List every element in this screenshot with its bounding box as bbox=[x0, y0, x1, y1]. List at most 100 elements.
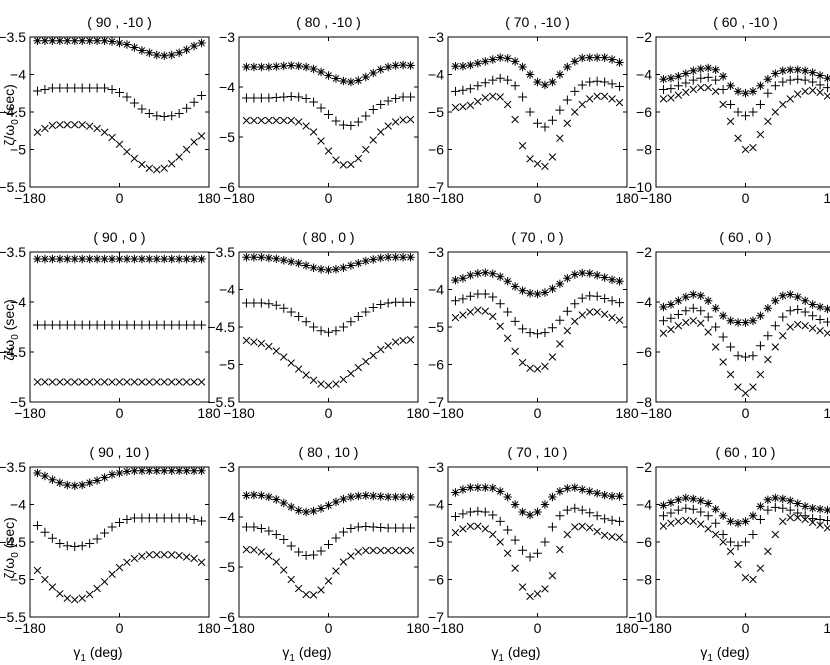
plus-marker bbox=[331, 533, 341, 543]
star-marker bbox=[406, 61, 415, 70]
plus-marker bbox=[197, 91, 207, 100]
series-cross-marker bbox=[659, 83, 830, 154]
star-marker bbox=[451, 62, 460, 71]
subplot-2-2: ( 80 , 0 ) −3.5 −4 −4.5 −5 −5.5−180 0 180 bbox=[207, 229, 430, 421]
star-marker bbox=[570, 270, 579, 279]
star-marker bbox=[496, 272, 505, 281]
cross-marker bbox=[317, 586, 325, 594]
star-marker bbox=[525, 510, 535, 520]
plus-marker bbox=[741, 537, 750, 547]
plus-marker bbox=[47, 533, 57, 543]
plus-marker bbox=[555, 511, 565, 521]
cross-marker bbox=[704, 83, 712, 92]
x-tick-label: 0 bbox=[534, 620, 542, 636]
star-marker bbox=[800, 296, 810, 305]
cross-marker bbox=[302, 122, 310, 130]
star-marker bbox=[718, 311, 728, 320]
cross-marker bbox=[265, 552, 273, 560]
plus-marker bbox=[592, 511, 602, 521]
cross-marker bbox=[474, 522, 482, 531]
plus-marker bbox=[316, 103, 326, 113]
plus-marker bbox=[316, 326, 326, 336]
cross-marker bbox=[511, 347, 519, 356]
star-marker bbox=[107, 37, 117, 46]
plus-marker bbox=[503, 307, 513, 317]
cross-marker bbox=[33, 128, 42, 137]
star-marker bbox=[107, 254, 117, 264]
cross-marker bbox=[272, 347, 281, 355]
cross-marker bbox=[808, 324, 817, 333]
cross-marker bbox=[63, 594, 72, 603]
plus-marker bbox=[249, 522, 259, 532]
star-marker bbox=[555, 70, 565, 79]
plus-marker bbox=[555, 105, 565, 115]
star-marker bbox=[100, 473, 109, 482]
cross-marker bbox=[689, 85, 698, 94]
star-marker bbox=[615, 492, 624, 501]
star-marker bbox=[451, 488, 460, 497]
star-marker bbox=[689, 494, 698, 504]
star-marker bbox=[361, 491, 370, 500]
plus-marker bbox=[525, 328, 535, 338]
cross-marker bbox=[548, 353, 557, 361]
star-marker bbox=[92, 254, 102, 264]
cross-marker bbox=[556, 545, 564, 554]
y-axis-label-row-2: ζ/ω0 (sec) bbox=[1, 299, 21, 361]
star-marker bbox=[115, 38, 124, 48]
plus-marker bbox=[533, 329, 542, 339]
plus-marker bbox=[465, 507, 475, 517]
y-tick-label: −3 bbox=[428, 29, 444, 45]
cross-marker bbox=[503, 334, 512, 343]
star-marker bbox=[354, 76, 363, 85]
cross-marker bbox=[741, 389, 750, 398]
star-marker bbox=[85, 478, 94, 487]
star-marker bbox=[55, 36, 65, 45]
star-marker bbox=[466, 60, 475, 70]
plus-marker bbox=[823, 317, 830, 327]
star-marker bbox=[533, 77, 542, 87]
series-cross-marker bbox=[33, 378, 206, 386]
cross-marker bbox=[160, 550, 169, 559]
plus-marker bbox=[152, 111, 162, 121]
plus-marker bbox=[495, 73, 505, 83]
y-tick-label: −4 bbox=[428, 67, 444, 83]
cross-marker bbox=[474, 306, 482, 314]
cross-marker bbox=[167, 550, 176, 559]
cross-marker bbox=[138, 378, 146, 386]
svg-text:ζ/ω0 (sec): ζ/ω0 (sec) bbox=[1, 517, 21, 579]
plus-marker bbox=[658, 511, 668, 521]
plus-marker bbox=[182, 513, 192, 523]
star-marker bbox=[174, 466, 184, 475]
series-cross-marker bbox=[451, 306, 624, 373]
x-tick-label: 0 bbox=[742, 620, 750, 636]
star-marker bbox=[733, 87, 743, 96]
plus-marker bbox=[510, 316, 520, 326]
star-marker bbox=[592, 489, 602, 498]
cross-marker bbox=[115, 563, 124, 572]
star-marker bbox=[510, 500, 520, 509]
star-marker bbox=[272, 495, 281, 504]
plus-marker bbox=[182, 103, 192, 113]
star-marker bbox=[272, 62, 281, 71]
cross-marker bbox=[808, 518, 817, 527]
subplot-1-1: ( 90 , -10 ) −3.5 −4 −4.5 −5 −5.5−180 0 180 bbox=[0, 14, 221, 206]
plus-marker bbox=[144, 109, 154, 118]
star-marker bbox=[704, 63, 713, 73]
star-marker bbox=[808, 300, 817, 309]
plus-marker bbox=[309, 550, 319, 560]
plus-marker bbox=[823, 515, 830, 525]
cross-marker bbox=[130, 154, 139, 163]
cross-marker bbox=[41, 575, 49, 584]
star-marker bbox=[279, 498, 288, 508]
cross-marker bbox=[384, 122, 392, 130]
star-marker bbox=[145, 254, 154, 264]
star-marker bbox=[398, 253, 408, 262]
subplot-3-3: ( 70 , 10 ) −3 −4 −5 −6 −7−180 0 180 bbox=[428, 444, 639, 636]
cross-marker bbox=[541, 585, 549, 593]
y-tick-label: −3 bbox=[219, 29, 235, 45]
star-marker bbox=[279, 61, 288, 71]
star-marker bbox=[518, 507, 527, 517]
star-marker bbox=[689, 66, 698, 75]
x-tick-label: 180 bbox=[823, 620, 830, 636]
x-tick-label: 180 bbox=[823, 405, 830, 421]
